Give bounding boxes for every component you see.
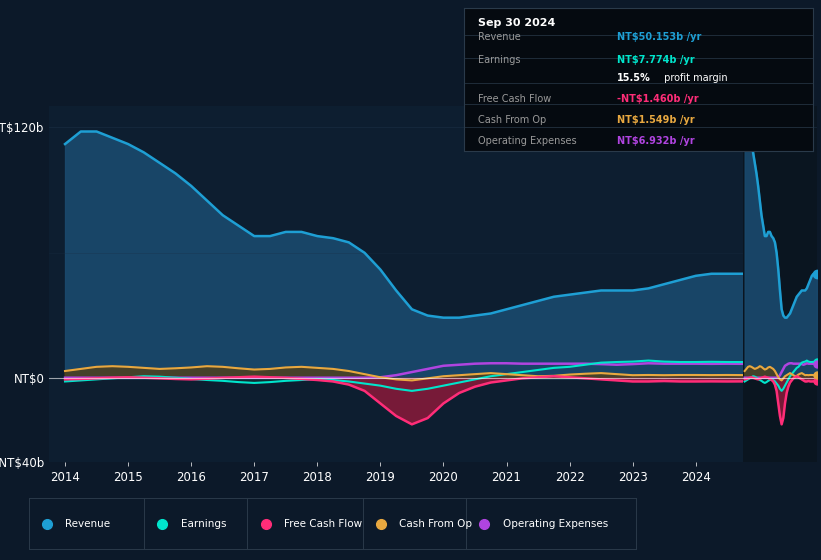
Text: NT$1.549b /yr: NT$1.549b /yr — [617, 115, 695, 125]
Text: Earnings: Earnings — [478, 55, 521, 65]
Text: Revenue: Revenue — [65, 519, 110, 529]
Text: Free Cash Flow: Free Cash Flow — [284, 519, 362, 529]
Text: Operating Expenses: Operating Expenses — [478, 136, 576, 146]
Text: profit margin: profit margin — [661, 73, 727, 83]
Text: Cash From Op: Cash From Op — [478, 115, 546, 125]
Text: Operating Expenses: Operating Expenses — [502, 519, 608, 529]
Text: Sep 30 2024: Sep 30 2024 — [478, 18, 555, 27]
Text: NT$7.774b /yr: NT$7.774b /yr — [617, 55, 695, 65]
Text: NT$50.153b /yr: NT$50.153b /yr — [617, 32, 702, 42]
Text: Earnings: Earnings — [181, 519, 226, 529]
Text: Cash From Op: Cash From Op — [399, 519, 472, 529]
Text: 15.5%: 15.5% — [617, 73, 651, 83]
Text: -NT$1.460b /yr: -NT$1.460b /yr — [617, 94, 699, 104]
Text: Free Cash Flow: Free Cash Flow — [478, 94, 551, 104]
Text: Revenue: Revenue — [478, 32, 521, 42]
Text: NT$6.932b /yr: NT$6.932b /yr — [617, 136, 695, 146]
